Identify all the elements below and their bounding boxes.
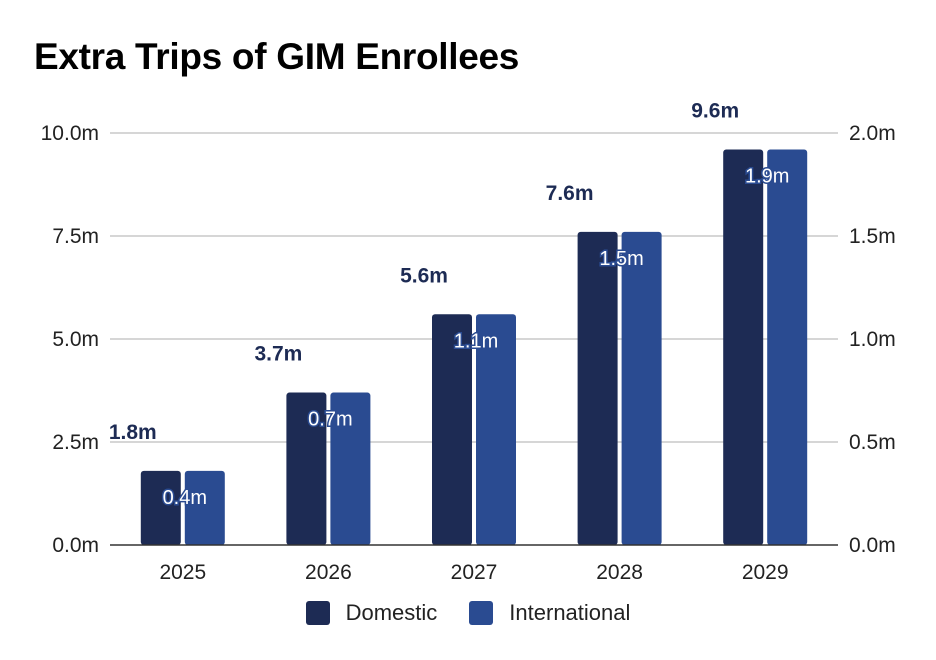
- bar-domestic-2029[interactable]: [723, 149, 764, 546]
- bar-domestic-2028[interactable]: [577, 231, 618, 545]
- data-label-international-2028: 1.5m: [599, 248, 643, 270]
- left-axis-tick-label: 2.5m: [52, 431, 99, 454]
- bar-international-2028[interactable]: [621, 231, 662, 545]
- bar-international-2026[interactable]: [330, 392, 371, 545]
- data-label-international-2026: 0.7m: [308, 409, 352, 431]
- chart-title: Extra Trips of GIM Enrollees: [34, 36, 520, 77]
- bar-domestic-2026[interactable]: [286, 392, 327, 545]
- legend-label-domestic: Domestic: [345, 600, 438, 625]
- legend-swatch-domestic: [305, 601, 330, 625]
- right-axis-tick-label: 1.0m: [849, 328, 896, 351]
- gridlines: [110, 132, 838, 443]
- right-axis-tick-label: 2.0m: [849, 122, 896, 145]
- left-axis-tick-label: 5.0m: [52, 328, 99, 351]
- bar-domestic-2027[interactable]: [432, 314, 472, 545]
- right-axis-tick-label: 0.0m: [849, 534, 896, 557]
- data-labels: 1.8m 0.4m 3.7m 0.7m 5.6m 1.1m 7.6m 1.5m 9.6m 1.9m: [109, 99, 791, 510]
- left-axis-tick-label: 10.0m: [41, 122, 99, 145]
- legend-swatch-international: [469, 601, 494, 625]
- left-axis-tick-label: 7.5m: [52, 225, 99, 248]
- right-axis-tick-label: 0.5m: [849, 431, 896, 454]
- x-axis-tick-label: 2026: [305, 561, 352, 584]
- legend-item-international[interactable]: International: [469, 600, 630, 626]
- bar-international-2025[interactable]: [184, 470, 225, 545]
- x-axis-tick-label: 2027: [451, 561, 498, 584]
- legend-label-international: International: [509, 600, 631, 625]
- axes: 0.0m 2.5m 5.0m 7.5m 10.0m 0.0m 0.5m 1.0m 1.5m 2.0…: [41, 122, 896, 584]
- data-label-domestic-2026: 3.7m: [254, 343, 302, 366]
- data-label-domestic-2027: 5.6m: [400, 264, 448, 287]
- bar-international-2029[interactable]: [767, 149, 808, 546]
- data-label-international-2025: 0.4m: [163, 487, 207, 509]
- legend: Domestic International: [0, 600, 936, 626]
- bars: [140, 149, 808, 546]
- x-axis-tick-label: 2025: [159, 561, 206, 584]
- data-label-domestic-2029: 9.6m: [691, 99, 739, 122]
- legend-item-domestic[interactable]: Domestic: [305, 600, 438, 626]
- bar-international-2027[interactable]: [476, 314, 516, 545]
- data-label-international-2029: 1.9m: [745, 165, 789, 187]
- chart-plot: 0.0m 2.5m 5.0m 7.5m 10.0m 0.0m 0.5m 1.0m 1.5m 2.0…: [41, 99, 896, 584]
- left-axis-tick-label: 0.0m: [52, 534, 99, 557]
- data-label-international-2027: 1.1m: [454, 330, 498, 352]
- right-axis-tick-label: 1.5m: [849, 225, 896, 248]
- x-axis-tick-label: 2028: [596, 561, 643, 584]
- data-label-domestic-2025: 1.8m: [109, 421, 157, 444]
- x-axis-tick-label: 2029: [742, 561, 789, 584]
- bar-domestic-2025[interactable]: [140, 470, 181, 545]
- data-label-domestic-2028: 7.6m: [546, 182, 594, 205]
